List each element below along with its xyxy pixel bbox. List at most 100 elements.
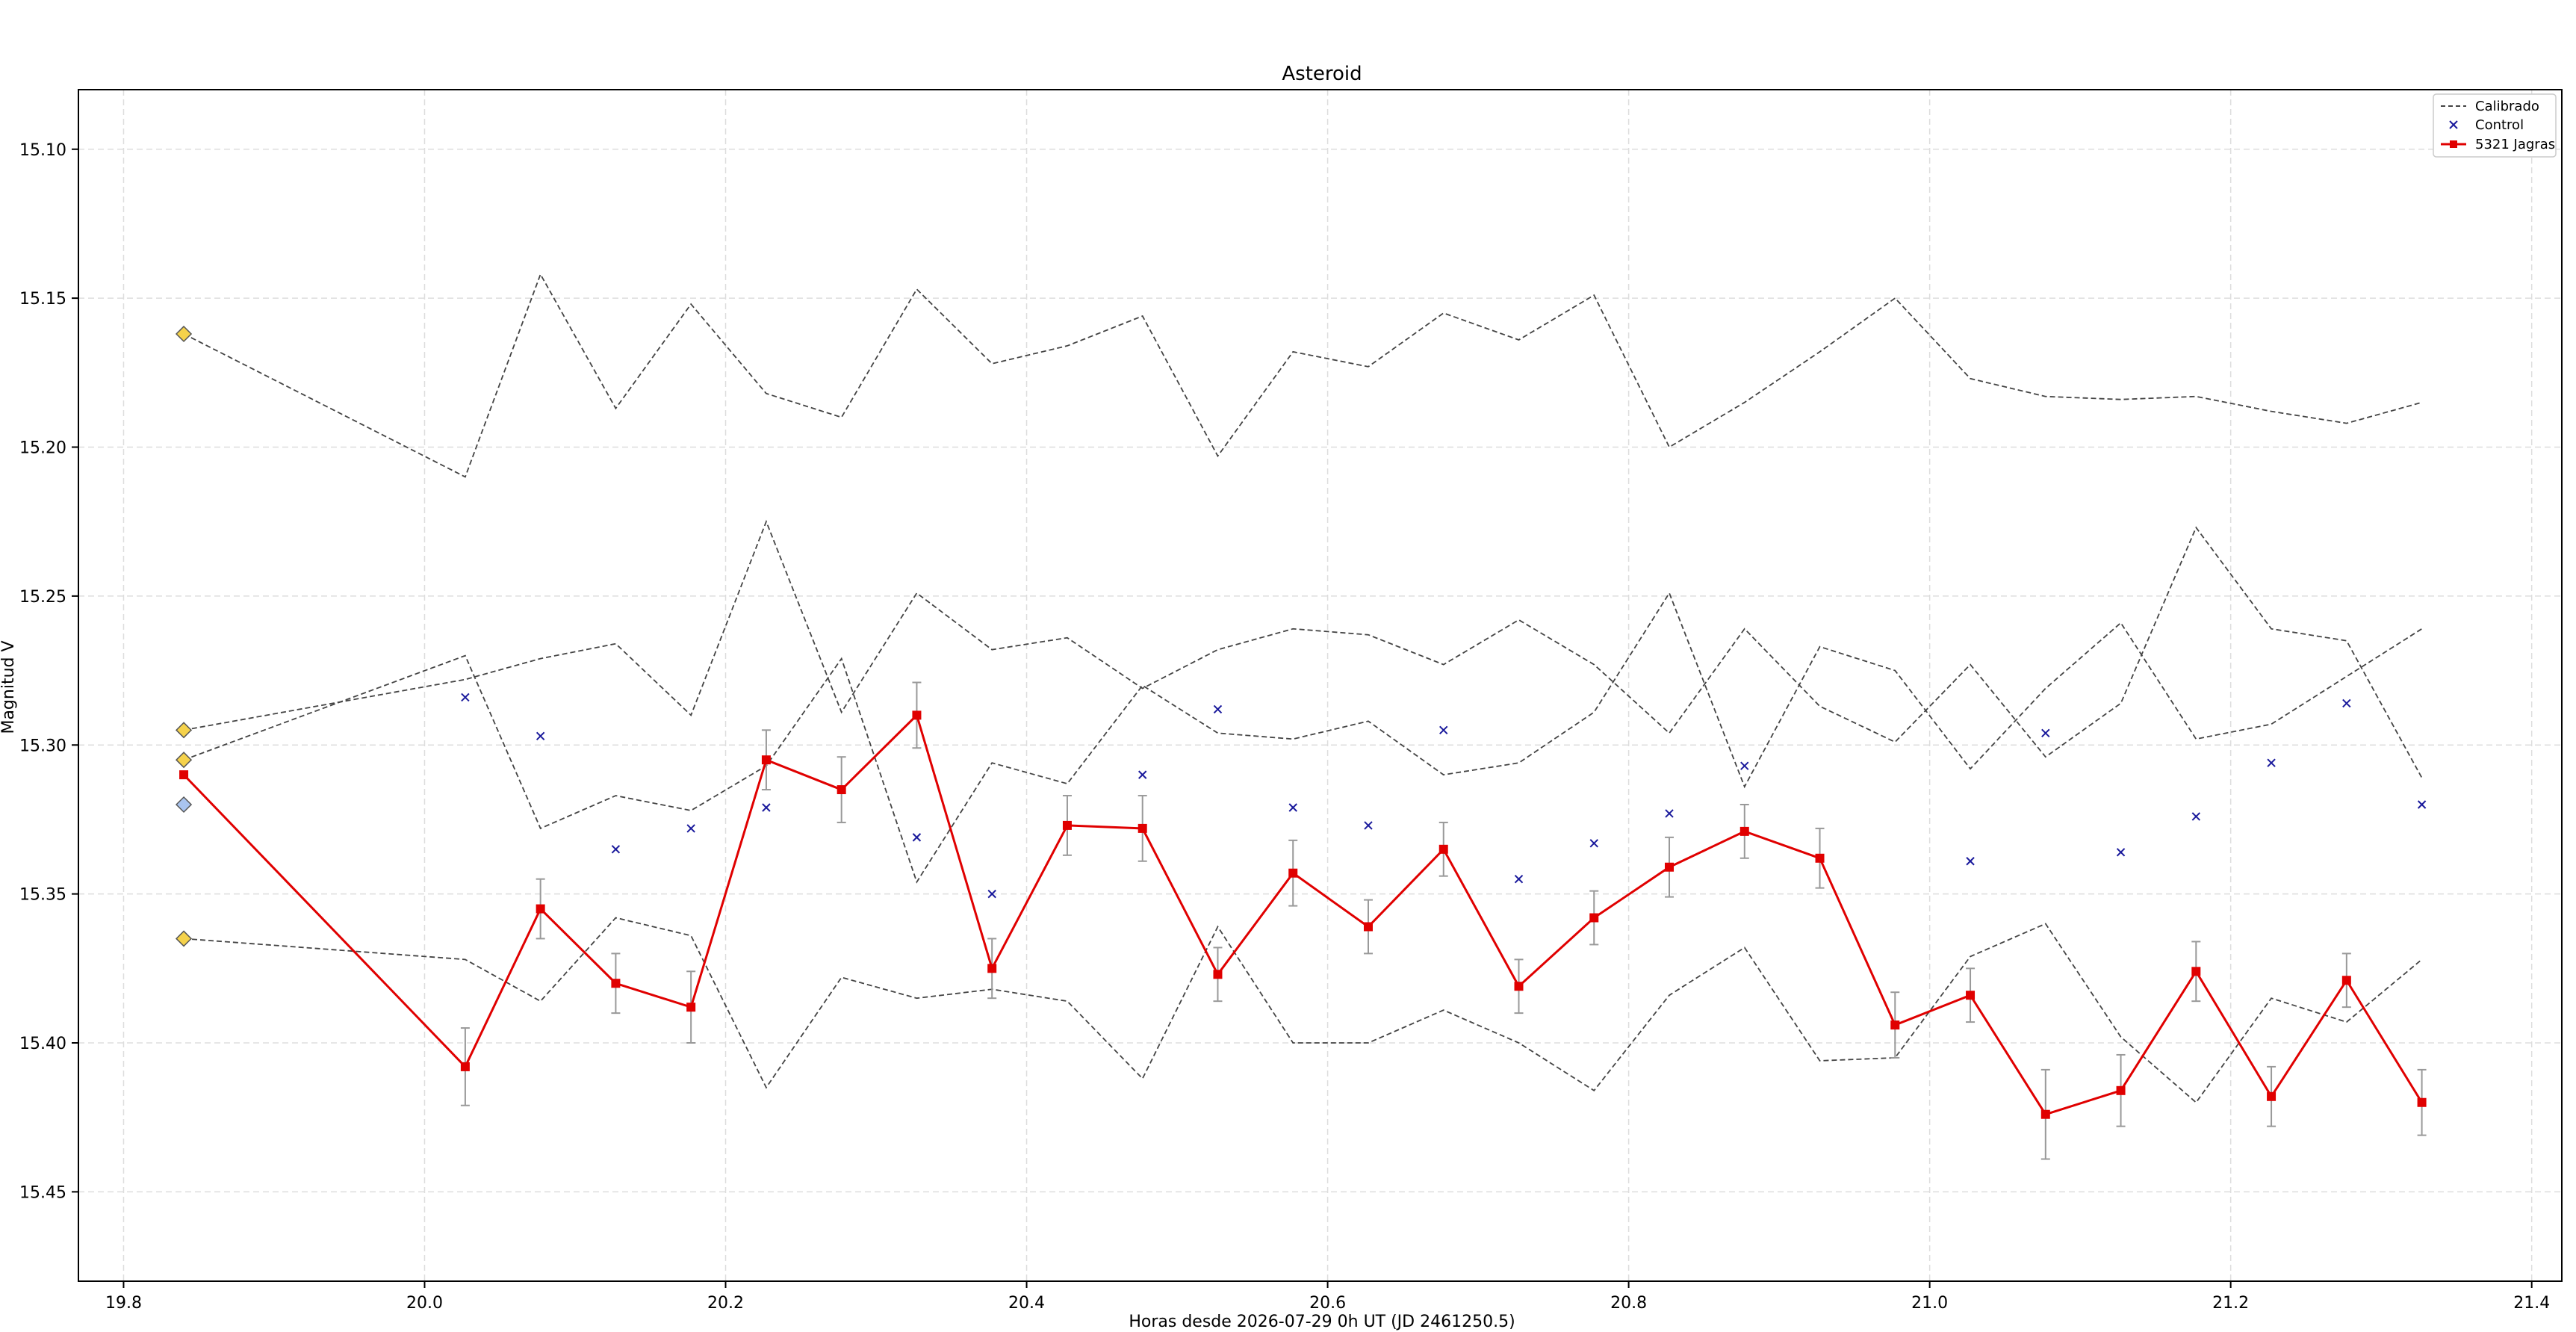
- y-tick-label: 15.30: [19, 737, 66, 755]
- start-marker: [175, 325, 193, 343]
- y-tick-label: 15.20: [19, 439, 66, 458]
- control-point-stroke: [912, 833, 922, 842]
- control-point-stroke: [461, 693, 470, 702]
- calibrated-line: [183, 917, 2423, 1104]
- control-point-stroke: [762, 803, 771, 812]
- legend-box: [2433, 93, 2557, 158]
- control-point: [1364, 821, 1373, 830]
- control-point-stroke: [1514, 874, 1524, 884]
- start-marker: [175, 752, 193, 769]
- target-point: [912, 710, 922, 720]
- control-point-stroke: [987, 889, 996, 899]
- target-point: [987, 964, 997, 973]
- calibrated-line: [183, 273, 2422, 478]
- x-tick-label: 20.8: [1610, 1294, 1647, 1313]
- target-point: [1665, 862, 1675, 872]
- control-point: [686, 824, 695, 833]
- plot-area: [175, 273, 2427, 1160]
- control-point-stroke: [1665, 809, 1674, 818]
- target-point: [1288, 868, 1298, 878]
- calibrated-line: [183, 519, 2423, 778]
- control-point: [1589, 839, 1598, 848]
- y-tick-label: 15.15: [19, 290, 66, 309]
- x-tick-label: 20.2: [707, 1294, 744, 1313]
- x-axis-label: Horas desde 2026-07-29 0h UT (JD 2461250…: [1129, 1313, 1515, 1331]
- control-point: [2041, 728, 2050, 738]
- control-point: [987, 889, 996, 899]
- calibrated-line: [183, 591, 2423, 884]
- target-point: [179, 770, 189, 780]
- target-point: [2267, 1091, 2276, 1101]
- x-tick-label: 20.4: [1008, 1294, 1045, 1313]
- x-tick-label: 19.8: [105, 1294, 142, 1313]
- legend: Calibrado Control 5321 Jagras: [2433, 93, 2557, 158]
- target-point: [460, 1062, 470, 1071]
- target-point: [1062, 820, 1072, 830]
- control-point-stroke: [1288, 803, 1297, 812]
- target-point: [2116, 1085, 2126, 1095]
- start-marker: [175, 796, 193, 814]
- start-marker: [175, 930, 193, 947]
- x-tick-label: 21.0: [1911, 1294, 1948, 1313]
- legend-control-label: Control: [2475, 117, 2524, 133]
- control-point-stroke: [1740, 761, 1749, 770]
- control-point: [461, 693, 470, 702]
- legend-target-swatch: [2441, 140, 2466, 148]
- chart-title: Asteroid: [1282, 63, 1362, 85]
- control-point: [2417, 800, 2427, 809]
- target-point: [2191, 967, 2201, 976]
- target-point: [1739, 826, 1749, 836]
- start-marker: [175, 722, 193, 739]
- x-tick-label: 21.2: [2212, 1294, 2249, 1313]
- target-point: [1890, 1020, 1900, 1030]
- y-axis-label: Magnitud V: [0, 640, 18, 734]
- y-tick-label: 15.25: [19, 588, 66, 607]
- control-point-stroke: [686, 824, 695, 833]
- control-point: [912, 833, 922, 842]
- control-point-stroke: [1213, 704, 1223, 714]
- target-point: [536, 904, 545, 914]
- target-point: [2341, 976, 2351, 985]
- control-point-stroke: [1589, 839, 1598, 848]
- target-point: [1438, 844, 1448, 854]
- control-point: [611, 845, 621, 854]
- control-point-stroke: [1439, 725, 1448, 735]
- control-point: [2342, 698, 2351, 708]
- x-tick-label: 20.6: [1309, 1294, 1346, 1313]
- control-point-stroke: [611, 845, 621, 854]
- target-point: [837, 785, 846, 795]
- control-point-stroke: [2267, 758, 2276, 767]
- control-point: [1740, 761, 1749, 770]
- legend-calibrated-label: Calibrado: [2475, 99, 2539, 114]
- control-point: [1213, 704, 1223, 714]
- control-point: [762, 803, 771, 812]
- control-point-stroke: [2342, 698, 2351, 708]
- control-point-stroke: [2417, 800, 2427, 809]
- control-point-stroke: [536, 731, 545, 740]
- control-point-stroke: [2116, 848, 2126, 857]
- target-point: [2417, 1097, 2427, 1107]
- target-point: [1815, 853, 1825, 863]
- control-point: [1514, 874, 1524, 884]
- control-point-stroke: [1966, 857, 1975, 866]
- control-point-stroke: [1138, 770, 1147, 779]
- y-tick-label: 15.35: [19, 886, 66, 905]
- x-tick-label: 21.4: [2513, 1294, 2550, 1313]
- x-tick-label: 20.0: [406, 1294, 443, 1313]
- target-point: [761, 755, 771, 765]
- target-point: [1966, 991, 1976, 1000]
- target-point: [1363, 922, 1373, 932]
- control-point-stroke: [2191, 812, 2201, 821]
- plot-frame: [78, 89, 2563, 1282]
- control-point-stroke: [2041, 728, 2050, 738]
- grid: [78, 90, 2562, 1281]
- target-point: [686, 1003, 696, 1012]
- control-point: [2191, 812, 2201, 821]
- control-point: [2267, 758, 2276, 767]
- control-point: [1138, 770, 1147, 779]
- control-point: [1966, 857, 1975, 866]
- target-point: [2040, 1109, 2050, 1119]
- target-point: [1514, 982, 1524, 991]
- control-point-stroke: [1364, 821, 1373, 830]
